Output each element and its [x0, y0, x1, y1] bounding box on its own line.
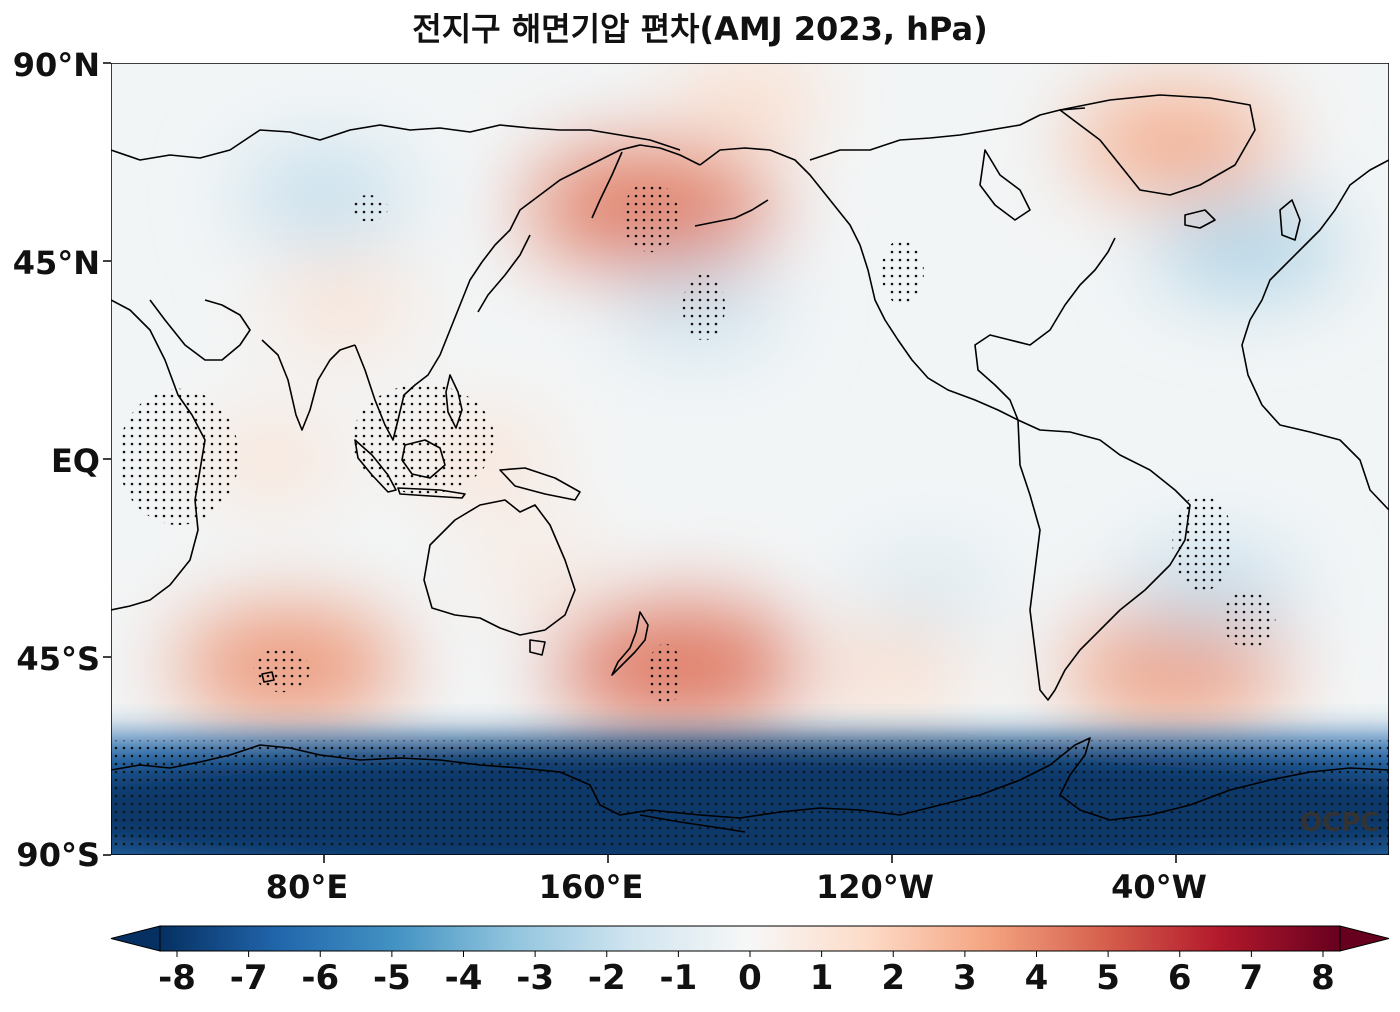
anomaly-blob-southeast-pacific-subtropics	[854, 551, 1001, 631]
colorbar-tick-label: -4	[444, 958, 483, 998]
coastline-east-asia	[481, 144, 701, 263]
coastline-greenland	[1059, 94, 1256, 196]
colorbar-bar	[160, 926, 1340, 951]
colorbar-tick-label: 6	[1167, 958, 1192, 998]
stipple-central-north-pacific	[682, 274, 726, 341]
anomaly-blob-north-atlantic	[1152, 199, 1342, 297]
stipple-maritime-continent	[352, 384, 495, 495]
colorbar-tick-label: 4	[1024, 958, 1049, 998]
ocpc-watermark: OCPC	[1300, 808, 1380, 838]
lat-label-90n: 90°N	[12, 46, 100, 84]
lat-label-90s: 90°S	[16, 836, 100, 874]
anomaly-blob-tibet-central-asia	[268, 265, 415, 345]
coastline-philippines	[445, 374, 463, 429]
coastline-java	[397, 487, 466, 499]
colorbar-tick-label: -6	[301, 958, 340, 998]
coastline-australia	[423, 499, 576, 636]
colorbar-right-extension	[1339, 925, 1390, 952]
coastline-ross-ice-shelf	[639, 814, 746, 833]
coastline-iceland	[1184, 209, 1216, 229]
coastline-british-isles	[1279, 199, 1301, 241]
coastline-new-zealand	[611, 611, 649, 676]
stipple-eastern-brazil	[1172, 494, 1233, 591]
coastline-southeast-asia	[354, 261, 483, 441]
figure-title: 전지구 해면기압 편차(AMJ 2023, hPa)	[412, 10, 988, 48]
map-panel	[111, 63, 1389, 855]
lon-label-160e: 160°E	[538, 868, 644, 906]
coastline-kerguelen	[261, 671, 275, 683]
colorbar-left-extension	[110, 925, 161, 952]
stipple-southern-indian-ocean	[253, 648, 310, 693]
coastline-antarctica	[111, 737, 1389, 821]
lon-label-40w: 40°W	[1111, 868, 1207, 906]
significance-stippling	[111, 181, 1389, 851]
lat-label-45n: 45°N	[12, 244, 100, 282]
colorbar-tick-label: -1	[659, 958, 698, 998]
coastline-kamchatka	[591, 151, 623, 219]
anomaly-blob-arctic	[673, 63, 827, 140]
colorbar-tick-label: -3	[516, 958, 555, 998]
coastline-west-africa	[1241, 319, 1389, 511]
coastline-mexico-gulf	[974, 237, 1116, 421]
anomaly-blob-south-atlantic	[1065, 615, 1287, 725]
coastline-japan	[477, 234, 531, 313]
coastline-africa-east	[111, 299, 206, 611]
anomaly-blob-southeast-pacific	[815, 628, 969, 712]
lat-label-45s: 45°S	[16, 640, 100, 678]
colorbar-tick-label: -2	[587, 958, 626, 998]
lon-label-80e: 80°E	[265, 868, 349, 906]
coastline-sumatra	[354, 439, 397, 493]
stipple-siberia	[348, 195, 388, 222]
colorbar-tick-label: 8	[1311, 958, 1335, 998]
axis-ticks	[103, 62, 1177, 863]
anomaly-blob-siberia	[238, 150, 410, 240]
colorbar-tick-label: 0	[738, 958, 762, 998]
coastline-russia-arctic	[111, 124, 681, 161]
coastlines	[111, 94, 1389, 833]
colorbar-tick-label: -5	[372, 958, 411, 998]
lat-label-eq: EQ	[50, 442, 100, 480]
coastline-alaska	[699, 147, 861, 246]
stipple-western-indian-ocean	[118, 388, 239, 525]
coastline-europe	[1249, 159, 1389, 321]
colorbar-tick-label: 5	[1096, 958, 1120, 998]
stipple-western-north-america	[881, 239, 924, 305]
stipple-new-zealand	[647, 643, 683, 706]
anomaly-blob-australia	[471, 531, 603, 607]
colorbar-tick-label: 1	[809, 958, 834, 998]
anomaly-blob-greenland	[1073, 90, 1279, 195]
coastline-south-america	[1017, 419, 1191, 701]
anomaly-field	[174, 63, 1342, 727]
coastline-north-america-west	[859, 244, 1019, 421]
lon-label-120w: 120°W	[815, 868, 935, 906]
coastline-arabia	[149, 299, 251, 361]
coastline-aleutians	[694, 199, 769, 227]
coastline-tasmania	[529, 639, 546, 656]
colorbar-tick-label: -7	[229, 958, 268, 998]
stipple-aleutians	[622, 181, 679, 253]
coastline-india	[261, 339, 356, 431]
coastline-borneo	[401, 439, 446, 479]
coastline-hudson-bay	[979, 149, 1031, 221]
colorbar-tick-label: 7	[1239, 958, 1264, 998]
colorbar	[110, 925, 1390, 952]
colorbar-tick-label: 2	[881, 958, 906, 998]
coastline-new-guinea	[499, 467, 581, 501]
colorbar-tick-label: -8	[158, 958, 196, 998]
stipple-south-atlantic	[1222, 591, 1276, 649]
stipple-antarctica	[111, 740, 1389, 851]
coastline-canada-north	[809, 107, 1086, 161]
colorbar-tick-label: 3	[953, 958, 977, 998]
